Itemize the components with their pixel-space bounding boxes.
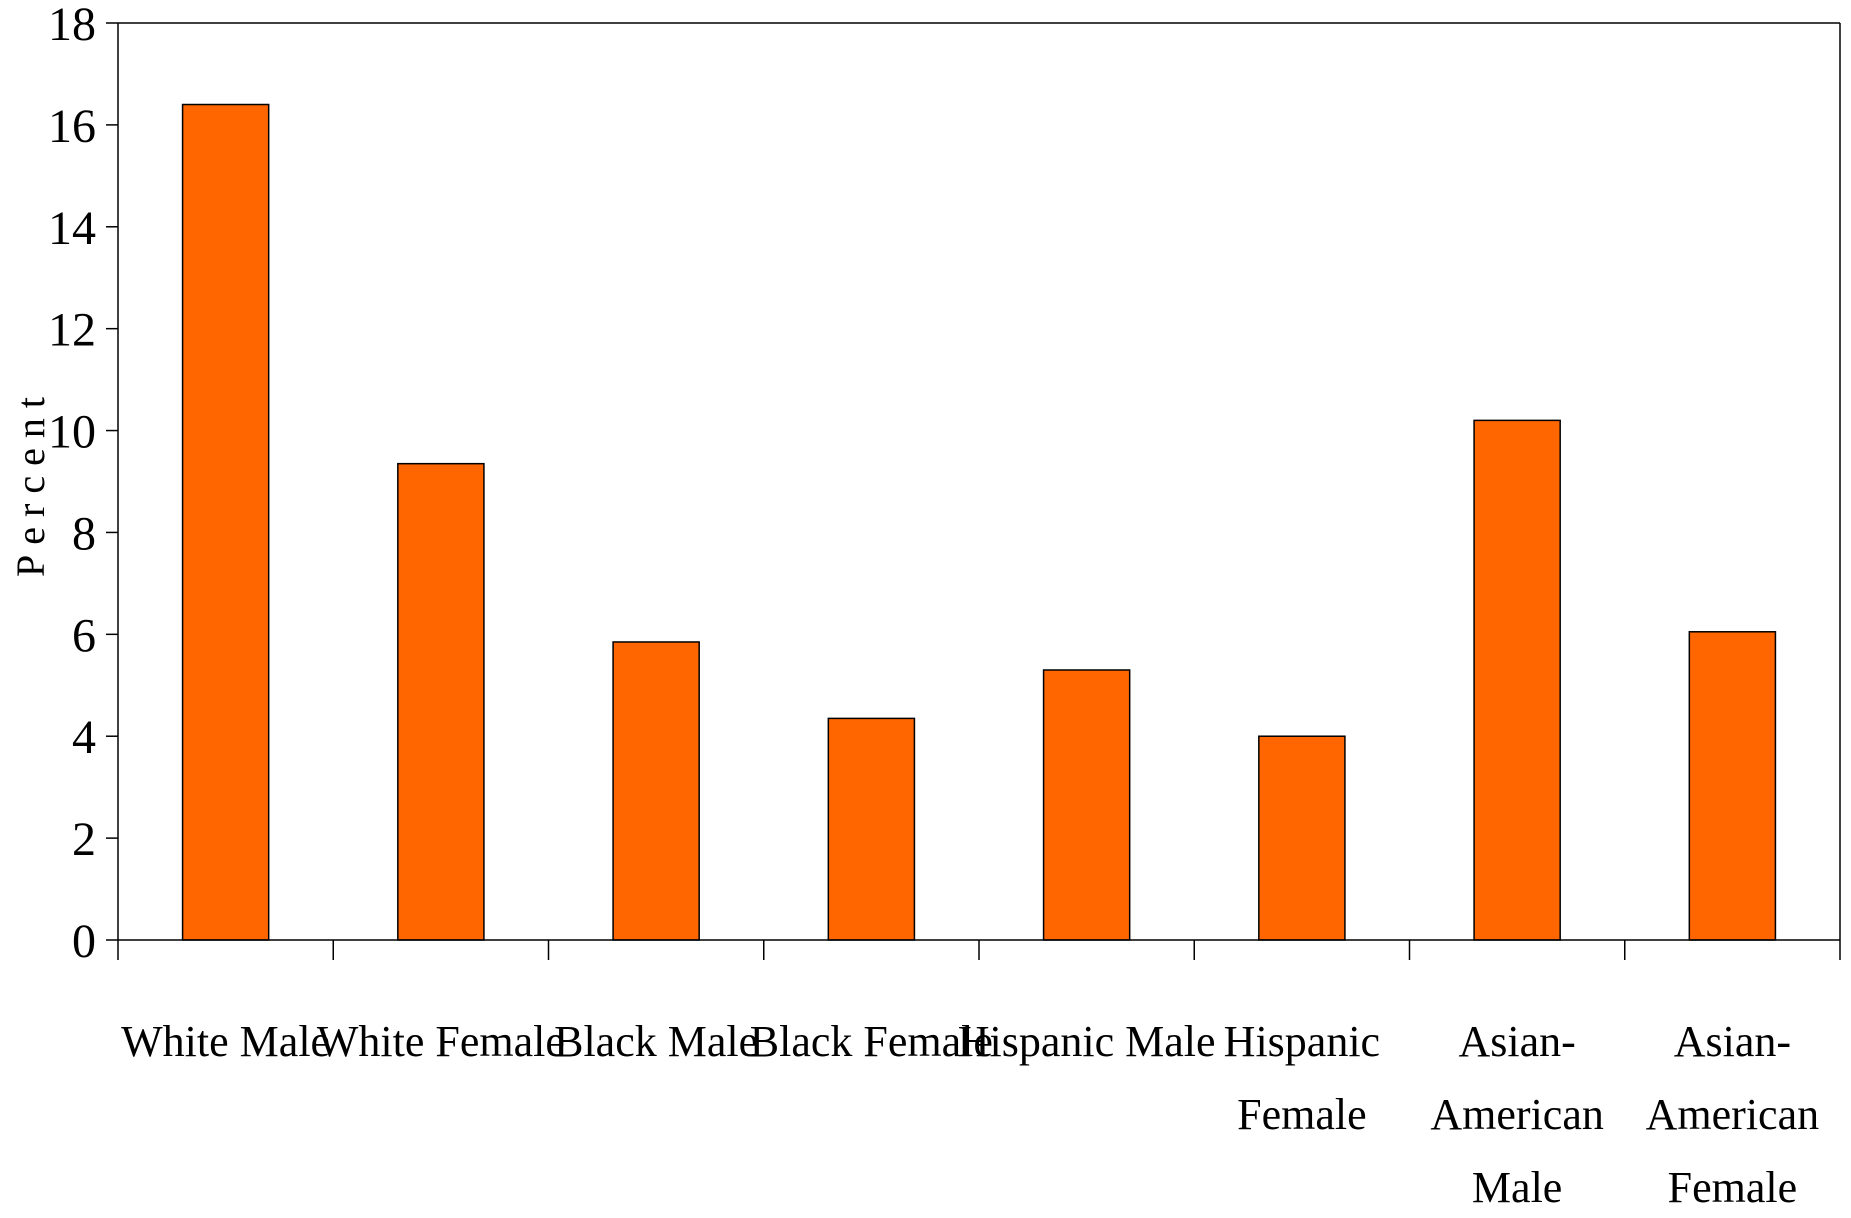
x-category-label: American — [1646, 1090, 1819, 1139]
y-tick-label: 10 — [48, 406, 96, 459]
x-category-label: White Female — [317, 1017, 565, 1066]
plot-area — [118, 22, 1841, 940]
bar — [1473, 419, 1561, 941]
x-category-label: Hispanic Male — [958, 1017, 1216, 1066]
bar — [181, 103, 270, 941]
x-category-label: Male — [1472, 1163, 1562, 1212]
y-tick-label: 14 — [48, 202, 96, 255]
y-tick-label: 2 — [72, 813, 96, 866]
y-axis-title: Percent — [8, 387, 53, 577]
bars-group — [181, 103, 1777, 941]
y-tick-label: 6 — [72, 609, 96, 662]
y-tick-label: 4 — [72, 711, 96, 764]
y-tick-label: 12 — [48, 304, 96, 357]
bar — [827, 717, 916, 941]
x-category-label: Asian- — [1674, 1017, 1791, 1066]
x-category-label: Black Female — [750, 1017, 993, 1066]
y-tick-label: 8 — [72, 507, 96, 560]
x-category-label: White Male — [121, 1017, 330, 1066]
y-tick-label: 0 — [72, 915, 96, 968]
x-category-label: Female — [1668, 1163, 1798, 1212]
y-tick-label: 16 — [48, 100, 96, 153]
y-axis: 0 2 4 6 8 10 12 14 16 18 — [48, 0, 119, 968]
y-tick-label: 18 — [48, 0, 96, 51]
bar — [1042, 669, 1131, 941]
x-category-label: American — [1430, 1090, 1603, 1139]
bar — [612, 641, 700, 941]
bar — [397, 462, 485, 941]
bar — [1258, 735, 1346, 941]
x-category-label: Female — [1237, 1090, 1367, 1139]
x-category-label: Hispanic — [1224, 1017, 1380, 1066]
bar — [1688, 631, 1777, 941]
x-category-label: Asian- — [1458, 1017, 1575, 1066]
x-category-label: Black Male — [554, 1017, 758, 1066]
